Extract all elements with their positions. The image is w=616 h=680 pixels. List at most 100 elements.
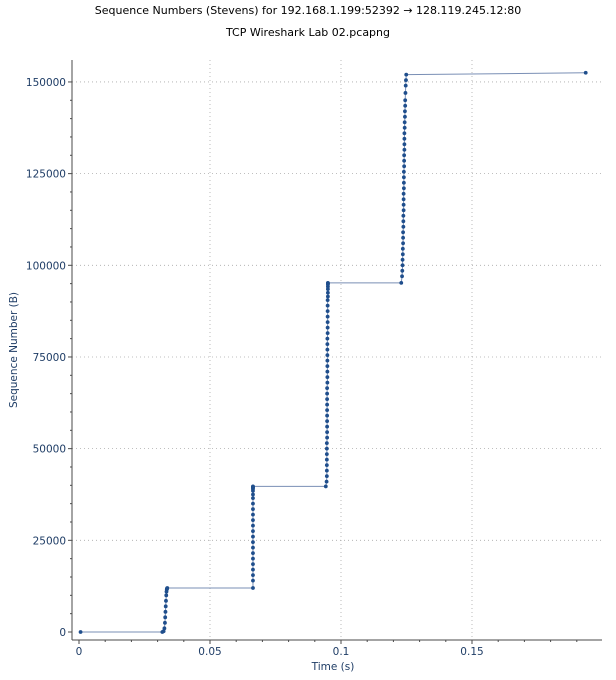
data-point[interactable] <box>251 573 255 578</box>
data-point[interactable] <box>325 413 330 418</box>
data-point[interactable] <box>402 158 407 163</box>
data-point[interactable] <box>325 358 330 363</box>
data-point[interactable] <box>251 523 255 528</box>
data-point[interactable] <box>402 147 407 152</box>
data-point[interactable] <box>325 408 330 413</box>
data-point[interactable] <box>402 153 407 158</box>
data-point[interactable] <box>401 202 406 207</box>
data-point[interactable] <box>325 386 330 391</box>
data-point[interactable] <box>251 578 255 583</box>
data-point[interactable] <box>401 180 406 185</box>
data-point[interactable] <box>399 281 404 285</box>
data-point[interactable] <box>251 529 255 534</box>
data-point[interactable] <box>325 375 330 380</box>
data-point[interactable] <box>400 257 405 262</box>
data-point[interactable] <box>402 164 407 169</box>
data-point[interactable] <box>404 72 409 77</box>
data-point[interactable] <box>251 551 255 556</box>
data-point[interactable] <box>324 479 329 484</box>
data-point[interactable] <box>401 213 406 218</box>
data-point[interactable] <box>325 435 330 440</box>
data-point[interactable] <box>324 446 329 451</box>
data-point[interactable] <box>251 518 255 523</box>
data-point[interactable] <box>400 263 405 268</box>
data-point[interactable] <box>161 629 166 634</box>
data-point[interactable] <box>401 235 405 240</box>
data-point[interactable] <box>324 457 329 462</box>
data-point[interactable] <box>325 380 330 385</box>
data-point[interactable] <box>165 586 170 590</box>
data-point[interactable] <box>400 268 405 273</box>
data-point[interactable] <box>325 325 330 330</box>
data-point[interactable] <box>251 562 255 567</box>
data-point[interactable] <box>402 136 407 141</box>
data-point[interactable] <box>325 353 330 358</box>
data-point[interactable] <box>251 512 255 517</box>
data-point[interactable] <box>326 294 330 299</box>
data-point[interactable] <box>325 369 330 374</box>
data-point[interactable] <box>325 314 330 319</box>
data-point[interactable] <box>251 556 255 561</box>
data-point[interactable] <box>162 626 167 631</box>
data-point[interactable] <box>324 474 329 479</box>
data-point[interactable] <box>402 131 407 136</box>
data-point[interactable] <box>401 175 406 180</box>
data-point[interactable] <box>325 320 330 325</box>
data-point[interactable] <box>402 120 407 125</box>
data-point[interactable] <box>251 567 255 572</box>
data-point[interactable] <box>324 452 329 457</box>
data-point[interactable] <box>325 331 330 336</box>
data-point[interactable] <box>251 586 255 590</box>
data-point[interactable] <box>325 430 330 435</box>
data-point[interactable] <box>325 298 330 303</box>
data-point[interactable] <box>401 219 406 224</box>
data-point[interactable] <box>325 364 330 369</box>
data-point[interactable] <box>403 109 407 114</box>
data-point[interactable] <box>251 534 255 539</box>
data-point[interactable] <box>164 598 168 603</box>
data-point[interactable] <box>404 78 408 83</box>
data-point[interactable] <box>251 492 255 497</box>
data-point[interactable] <box>400 252 405 257</box>
data-point[interactable] <box>401 186 406 191</box>
data-point[interactable] <box>324 463 329 468</box>
data-point[interactable] <box>325 419 330 424</box>
data-point[interactable] <box>401 241 405 246</box>
data-point[interactable] <box>251 507 255 512</box>
data-point[interactable] <box>324 468 329 473</box>
data-point[interactable] <box>325 347 330 352</box>
data-point[interactable] <box>325 391 330 396</box>
data-point[interactable] <box>401 230 405 235</box>
data-point[interactable] <box>164 593 169 598</box>
data-point[interactable] <box>163 615 168 620</box>
data-point[interactable] <box>325 336 330 341</box>
data-point[interactable] <box>403 83 408 88</box>
data-point[interactable] <box>78 630 83 634</box>
data-point[interactable] <box>401 191 406 196</box>
data-point[interactable] <box>325 303 330 308</box>
data-point[interactable] <box>325 402 330 407</box>
data-point[interactable] <box>401 197 406 202</box>
data-point[interactable] <box>324 441 329 446</box>
data-point[interactable] <box>403 98 408 103</box>
data-point[interactable] <box>251 545 255 550</box>
data-point[interactable] <box>401 169 406 174</box>
data-point[interactable] <box>325 309 330 314</box>
data-point[interactable] <box>251 496 255 501</box>
data-point[interactable] <box>323 484 328 489</box>
data-point[interactable] <box>402 142 407 147</box>
data-point[interactable] <box>326 281 330 285</box>
data-point[interactable] <box>401 208 406 213</box>
data-point[interactable] <box>326 290 330 295</box>
data-point[interactable] <box>325 397 330 402</box>
data-point[interactable] <box>401 224 406 229</box>
data-point[interactable] <box>402 125 407 130</box>
data-point[interactable] <box>163 620 167 625</box>
data-point[interactable] <box>583 70 588 75</box>
data-point[interactable] <box>400 274 404 279</box>
data-point[interactable] <box>403 91 408 95</box>
data-point[interactable] <box>403 114 407 119</box>
data-point[interactable] <box>251 540 255 545</box>
data-point[interactable] <box>163 604 168 609</box>
